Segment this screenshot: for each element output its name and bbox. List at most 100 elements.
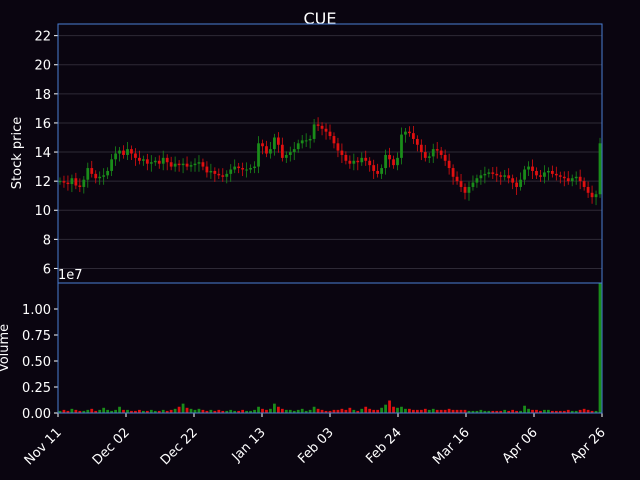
volume-bar — [320, 409, 324, 413]
volume-bar — [62, 409, 66, 413]
candle-body — [590, 192, 594, 198]
volume-bar — [408, 408, 411, 413]
volume-bar — [209, 409, 213, 413]
candle-body — [368, 160, 372, 166]
candle-body — [90, 168, 94, 174]
volume-bar — [245, 410, 249, 413]
volume-bar — [134, 410, 137, 413]
volume-bar — [304, 410, 308, 413]
volume-bar — [82, 410, 86, 413]
candle-body — [213, 170, 217, 174]
volume-bar — [284, 409, 288, 413]
price-y-tick-label: 10 — [34, 204, 51, 219]
candle-body — [288, 152, 292, 155]
candle-body — [348, 160, 352, 164]
candle-body — [515, 182, 519, 187]
candle-body — [408, 131, 411, 134]
volume-bar — [114, 409, 117, 413]
candle-body — [201, 162, 205, 167]
volume-bar — [396, 407, 399, 413]
candle-body — [364, 157, 368, 161]
volume-bar — [352, 409, 356, 413]
volume-bar — [507, 410, 511, 413]
candle-body — [483, 173, 487, 176]
volume-bar — [70, 408, 74, 413]
volume-bar — [130, 410, 133, 413]
candle-body — [435, 149, 439, 151]
volume-bar — [578, 409, 582, 413]
volume-bar — [594, 410, 598, 413]
candle-body — [300, 140, 304, 144]
candle-body — [261, 143, 264, 147]
volume-bar — [257, 406, 260, 413]
volume-bar — [193, 409, 197, 413]
candle-body — [304, 140, 308, 142]
candle-body — [332, 136, 336, 144]
candle-body — [431, 149, 435, 157]
candle-body — [447, 160, 451, 169]
candle-body — [523, 169, 526, 180]
candle-body — [396, 157, 399, 166]
candle-body — [185, 163, 189, 167]
volume-bar — [566, 409, 570, 413]
volume-bar — [380, 407, 384, 413]
candle-body — [495, 173, 499, 176]
volume-bar — [388, 400, 391, 413]
volume-bar — [582, 408, 586, 413]
volume-bar — [455, 409, 459, 413]
candle-body — [102, 175, 106, 177]
candle-body — [209, 170, 213, 173]
candle-body — [574, 176, 578, 179]
candle-body — [134, 153, 137, 158]
candle-body — [221, 175, 225, 177]
candle-body — [181, 163, 185, 166]
candle-body — [400, 134, 403, 158]
candle-body — [165, 157, 169, 163]
volume-bar — [459, 409, 463, 413]
volume-bar — [439, 409, 443, 413]
volume-bar — [574, 410, 578, 413]
volume-bar — [253, 409, 256, 413]
candle-body — [360, 157, 364, 163]
candle-body — [70, 178, 74, 185]
candle-body — [527, 166, 530, 170]
candle-body — [344, 154, 348, 161]
volume-bar — [570, 410, 574, 413]
candle-body — [455, 176, 459, 182]
candle-body — [487, 172, 491, 174]
candle-body — [149, 162, 153, 164]
candle-body — [594, 194, 598, 198]
price-y-ticks: 6 8 10 12 14 16 18 20 22 — [34, 30, 58, 277]
volume-bar — [598, 283, 602, 413]
volume-bar — [66, 410, 70, 413]
volume-y-tick-label: 0.75 — [22, 329, 51, 344]
candle-body — [173, 163, 177, 167]
volume-bar — [471, 410, 475, 413]
price-y-tick-label: 6 — [43, 262, 51, 277]
candle-body — [535, 170, 538, 176]
price-candles — [58, 117, 602, 206]
volume-bar — [201, 409, 205, 413]
candle-body — [193, 163, 197, 166]
volume-bar — [141, 410, 145, 413]
volume-bar — [185, 407, 189, 413]
volume-bar — [443, 409, 447, 413]
candle-body — [153, 160, 157, 163]
volume-bar — [543, 409, 546, 413]
volume-bar — [372, 409, 376, 413]
candle-body — [547, 170, 550, 173]
price-y-tick-label: 20 — [34, 59, 51, 74]
volume-bar — [467, 410, 471, 413]
price-y-tick-label: 8 — [43, 233, 51, 248]
candle-body — [169, 162, 173, 167]
candle-body — [269, 149, 272, 154]
volume-bar — [487, 410, 491, 413]
candle-body — [265, 146, 268, 154]
candle-body — [312, 124, 316, 139]
candle-body — [419, 144, 423, 153]
volume-bar — [340, 408, 344, 413]
candle-body — [479, 175, 483, 179]
volume-bar — [189, 408, 193, 413]
volume-bar — [463, 409, 467, 413]
